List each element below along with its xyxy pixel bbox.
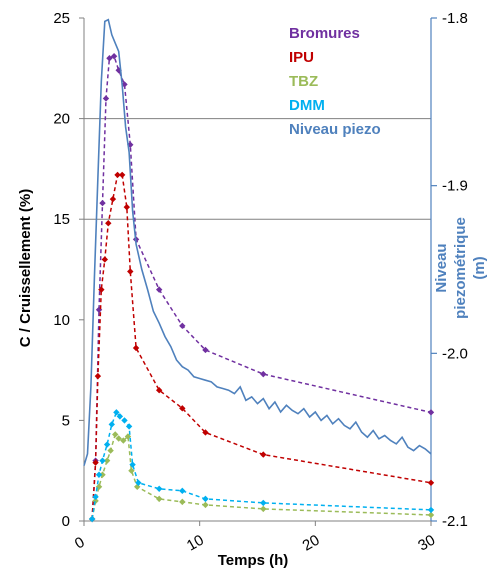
data-point-dmm [92,493,99,501]
data-point-ipu [202,429,209,436]
data-point-bromures [102,95,110,102]
x-tick-label: 10 [184,532,207,555]
y-tick-label: 10 [53,312,70,329]
data-point-bromures [115,67,122,74]
legend-item-dmm: DMM [289,97,325,114]
data-point-bromures [427,409,435,416]
y2-tick-label: -1.8 [442,10,468,27]
x-tick-label: 30 [415,532,438,555]
x-tick-label: 0 [72,534,88,553]
series-layer [83,18,435,523]
data-point-dmm [129,461,136,468]
y-tick-label: 20 [53,111,70,128]
data-point-dmm [260,499,267,507]
y2-tick-label: -2.0 [442,345,468,362]
data-point-dmm [135,479,142,486]
data-point-tbz [427,511,435,519]
data-point-ipu [427,479,435,486]
series-line-ipu [91,174,432,520]
series-line-bromures [91,55,432,520]
data-point-ipu [260,451,267,458]
data-point-tbz [103,457,111,464]
data-point-dmm [121,417,128,424]
data-point-dmm [427,506,435,514]
data-point-tbz [202,501,209,509]
tick-labels: 0 5 10 15 20 25 -1.8 -1.9 -2.0 -2.1 0 10 20 30 [53,10,468,555]
gridlines [84,118,431,220]
data-point-bromures [202,346,209,354]
y2-axis-label-line: piezométrique [452,217,469,319]
y2-tick-label: -2.1 [442,513,468,530]
data-point-dmm [179,487,186,495]
y-tick-label: 15 [53,211,70,228]
data-point-dmm [116,413,124,420]
data-point-tbz [155,495,163,503]
y2-tick-label: -1.9 [442,178,468,195]
legend-item-bromures: Bromures [289,25,360,42]
y-tick-label: 0 [62,513,70,530]
data-point-bromures [260,370,267,378]
data-point-ipu [94,372,102,380]
y-tick-label: 5 [62,412,70,429]
y2-axis-label-line: (m) [471,256,488,279]
data-point-ipu [132,344,140,352]
data-point-ipu [105,220,112,227]
legend-item-ipu: IPU [289,49,314,66]
x-axis-label: Temps (h) [218,552,289,569]
data-point-tbz [115,435,122,442]
legend: Bromures IPU TBZ DMM Niveau piezo [289,25,381,138]
data-point-dmm [113,409,120,416]
data-point-tbz [112,431,119,438]
data-point-bromures [155,286,163,293]
data-point-dmm [155,485,163,493]
data-point-ipu [123,203,130,211]
data-point-tbz [128,467,135,474]
data-point-ipu [155,387,163,394]
legend-item-niveau-piezo: Niveau piezo [289,121,381,138]
data-point-ipu [98,286,105,293]
y-tick-label: 25 [53,10,70,27]
data-point-dmm [202,495,209,503]
data-point-bromures [99,199,106,207]
data-point-tbz [107,447,114,454]
data-point-dmm [125,423,133,430]
data-point-ipu [118,171,126,179]
data-point-dmm [95,471,103,478]
axes [79,17,437,526]
data-point-ipu [109,195,117,203]
data-point-ipu [92,459,99,466]
data-point-bromures [106,55,113,62]
data-point-tbz [99,471,106,478]
series-line-niveau-piezo [83,18,432,466]
legend-item-tbz: TBZ [289,73,318,90]
data-point-dmm [103,441,111,448]
data-point-tbz [179,498,186,506]
data-point-ipu [127,268,134,275]
series-line-tbz [91,432,432,520]
x-tick-label: 20 [300,532,323,555]
data-point-dmm [108,421,115,428]
y-axis-label: C / Cruissellement (%) [17,189,34,347]
data-point-ipu [114,171,121,179]
data-point-dmm [99,457,106,464]
data-point-tbz [120,437,127,444]
y2-axis-label: Niveau piezométrique (m) [433,217,488,319]
data-point-ipu [101,256,109,263]
y2-axis-label-line: Niveau [433,243,450,292]
data-point-bromures [110,53,118,60]
data-point-bromures [179,322,186,330]
data-point-ipu [179,405,186,412]
data-point-tbz [260,505,267,513]
data-point-dmm [88,515,96,523]
